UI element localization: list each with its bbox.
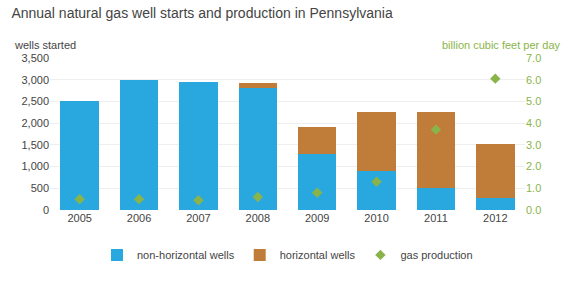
svg-text:2005: 2005 — [67, 212, 91, 224]
svg-text:3,500: 3,500 — [21, 52, 49, 64]
svg-text:non-horizontal wells: non-horizontal wells — [137, 249, 235, 261]
svg-text:Annual natural gas well starts: Annual natural gas well starts and produ… — [11, 5, 393, 21]
svg-text:wells started: wells started — [14, 39, 76, 51]
svg-text:0: 0 — [43, 204, 49, 216]
svg-text:2012: 2012 — [483, 212, 507, 224]
svg-text:2007: 2007 — [186, 212, 210, 224]
svg-text:3.0: 3.0 — [526, 139, 541, 151]
svg-text:1,500: 1,500 — [21, 139, 49, 151]
svg-text:2011: 2011 — [424, 212, 448, 224]
svg-text:horizontal wells: horizontal wells — [280, 249, 356, 261]
svg-text:3,000: 3,000 — [21, 74, 49, 86]
svg-text:2008: 2008 — [246, 212, 270, 224]
svg-text:5.0: 5.0 — [526, 95, 541, 107]
svg-text:7.0: 7.0 — [526, 52, 541, 64]
svg-text:2006: 2006 — [127, 212, 151, 224]
svg-text:0.0: 0.0 — [526, 204, 541, 216]
svg-text:6.0: 6.0 — [526, 74, 541, 86]
svg-text:2,000: 2,000 — [21, 117, 49, 129]
svg-text:gas production: gas production — [400, 249, 472, 261]
svg-text:1.0: 1.0 — [526, 182, 541, 194]
svg-text:4.0: 4.0 — [526, 117, 541, 129]
svg-text:billion cubic feet per day: billion cubic feet per day — [442, 39, 561, 51]
svg-text:500: 500 — [31, 182, 49, 194]
svg-text:1,000: 1,000 — [21, 160, 49, 172]
svg-text:2.0: 2.0 — [526, 160, 541, 172]
svg-text:2010: 2010 — [364, 212, 388, 224]
svg-text:2,500: 2,500 — [21, 95, 49, 107]
svg-text:2009: 2009 — [305, 212, 329, 224]
